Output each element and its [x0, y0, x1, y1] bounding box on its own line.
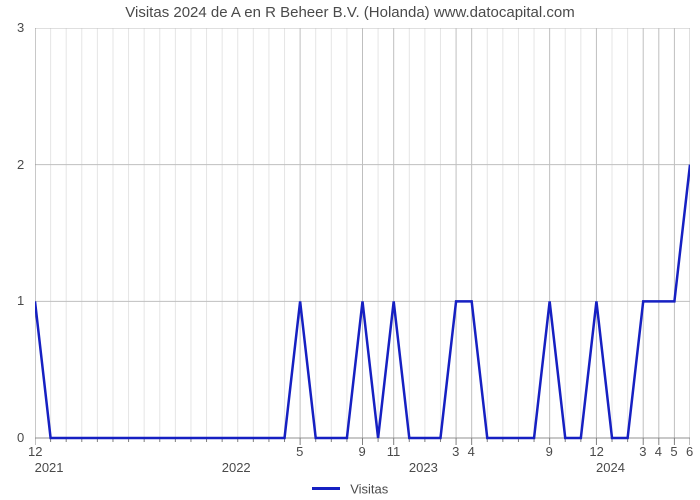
x-tick-month: 3 [452, 444, 459, 459]
legend-label: Visitas [350, 481, 388, 496]
x-tick-year: 2024 [596, 460, 625, 475]
x-tick-month: 5 [296, 444, 303, 459]
x-tick-month: 4 [655, 444, 662, 459]
x-tick-month: 11 [387, 444, 401, 459]
x-tick-month: 12 [28, 444, 42, 459]
legend-line [312, 487, 340, 490]
x-tick-month: 5 [670, 444, 677, 459]
y-tick-label: 3 [17, 20, 24, 35]
x-tick-month: 12 [589, 444, 603, 459]
chart-title: Visitas 2024 de A en R Beheer B.V. (Hola… [0, 4, 700, 21]
x-tick-year: 2023 [409, 460, 438, 475]
x-tick-month: 9 [546, 444, 553, 459]
chart-plot [35, 28, 690, 468]
x-tick-month: 9 [359, 444, 366, 459]
legend: Visitas [0, 480, 700, 498]
y-tick-label: 0 [17, 430, 24, 445]
x-tick-month: 3 [639, 444, 646, 459]
x-tick-month: 6 [686, 444, 693, 459]
y-tick-label: 2 [17, 157, 24, 172]
x-tick-month: 4 [468, 444, 475, 459]
x-tick-year: 2021 [35, 460, 64, 475]
y-tick-label: 1 [17, 293, 24, 308]
x-tick-year: 2022 [222, 460, 251, 475]
